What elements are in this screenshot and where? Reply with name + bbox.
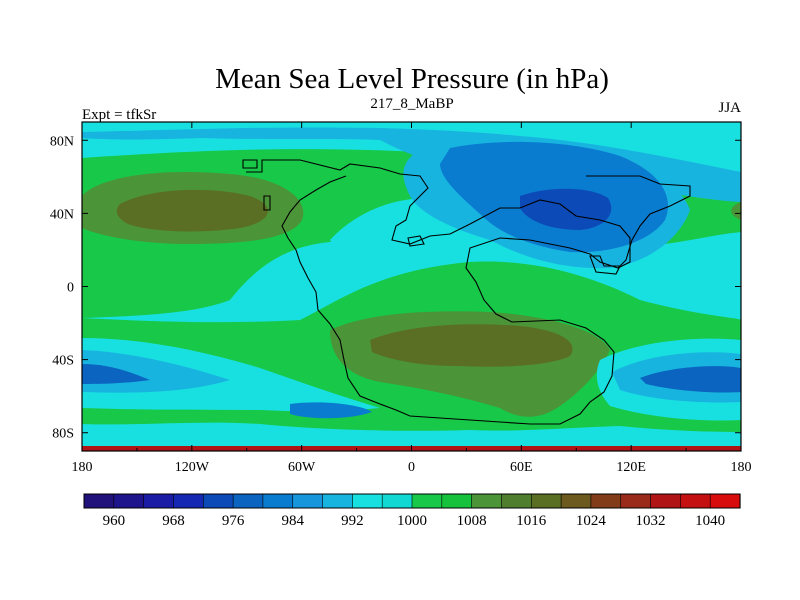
contour-field — [82, 122, 741, 451]
colorbar-label: 1040 — [695, 513, 725, 529]
colorbar-swatch — [560, 493, 592, 509]
subtitle-season: JJA — [718, 100, 741, 116]
colorbar-swatch — [202, 493, 234, 509]
colorbar-swatch — [501, 493, 532, 509]
y-axis: 80N 40N 0 40S 80S — [50, 134, 741, 442]
colorbar-swatch — [411, 493, 443, 509]
colorbar-swatch — [232, 493, 264, 509]
coastline-island-a — [242, 159, 258, 169]
colorbar-swatch — [83, 493, 115, 509]
colorbar-label: 976 — [222, 513, 245, 529]
colorbar-label: 1032 — [636, 513, 666, 529]
y-tick-label: 80S — [52, 427, 74, 442]
colorbar-swatch — [143, 493, 175, 509]
x-axis: 180 120W 60W 0 60E 120E 180 — [72, 122, 752, 475]
colorbar-label: 984 — [281, 513, 304, 529]
coastline-peninsula — [589, 255, 621, 275]
colorbar-swatch — [352, 493, 383, 509]
coastline-asia-east — [586, 175, 691, 269]
x-tick-label: 60W — [288, 460, 316, 475]
colorbar-label: 1016 — [516, 513, 547, 529]
coastline-pangea — [246, 159, 631, 425]
colorbar-swatch — [680, 493, 711, 509]
colorbar-swatch — [441, 493, 473, 509]
region-southern-pacific-low-core — [82, 364, 150, 384]
subtitle-period: 217_8_MaBP — [370, 96, 453, 112]
chart-title: Mean Sea Level Pressure (in hPa) — [215, 63, 609, 95]
colorbar-swatch — [530, 493, 562, 509]
colorbar-label: 1008 — [457, 513, 487, 529]
y-tick-label: 40S — [52, 354, 74, 369]
colorbar-swatch — [709, 493, 741, 509]
coastline-island-b — [263, 195, 271, 211]
colorbar-swatch — [650, 493, 681, 509]
y-tick-label: 0 — [67, 281, 74, 296]
band-asia-core — [520, 188, 612, 230]
region-north-pacific-core — [116, 189, 268, 232]
colorbar-swatch — [590, 493, 622, 509]
colorbar-label: 960 — [103, 513, 126, 529]
colorbar-swatch — [113, 493, 145, 509]
region-east-edge-high — [731, 202, 741, 220]
x-tick-label: 180 — [72, 460, 93, 475]
x-tick-label: 180 — [731, 460, 752, 475]
y-tick-label: 40N — [50, 207, 74, 222]
region-southern-pacific-low-small — [290, 402, 372, 419]
x-tick-label: 60E — [510, 460, 533, 475]
colorbar-frame — [83, 493, 741, 509]
region-south-high-core — [370, 324, 573, 367]
band-southern-cyan-west — [82, 338, 380, 412]
colorbar-swatch — [471, 493, 503, 509]
colorbar: 960 968 976 984 992 1000 1008 1016 1024 1032 1040 — [83, 493, 741, 529]
colorbar-label: 1000 — [397, 513, 427, 529]
coastline-island-c — [407, 235, 425, 247]
colorbar-label: 1024 — [576, 513, 607, 529]
colorbar-swatch — [292, 493, 324, 509]
colorbar-swatch — [262, 493, 294, 509]
colorbar-swatch — [381, 493, 413, 509]
x-tick-label: 120E — [616, 460, 646, 475]
subtitle-experiment: Expt = tfkSr — [82, 107, 156, 123]
colorbar-label: 968 — [162, 513, 185, 529]
region-southern-indian-low-core — [640, 366, 741, 393]
colorbar-swatch — [620, 493, 652, 509]
colorbar-label: 992 — [341, 513, 364, 529]
colorbar-swatch — [173, 493, 204, 509]
x-tick-label: 0 — [408, 460, 415, 475]
x-tick-label: 120W — [175, 460, 210, 475]
colorbar-swatch — [322, 493, 353, 509]
y-tick-label: 80N — [50, 134, 74, 149]
